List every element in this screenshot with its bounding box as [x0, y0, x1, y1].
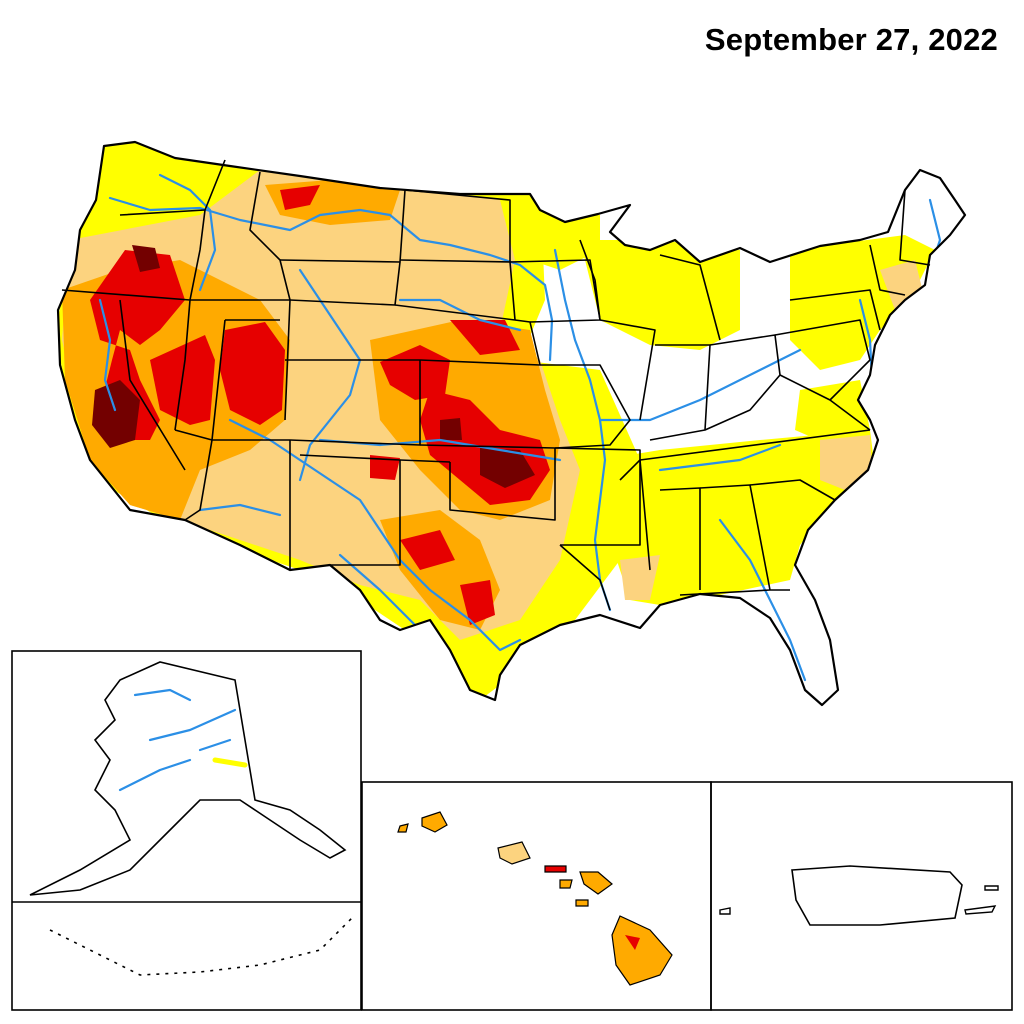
alaska-inset — [11, 650, 362, 1011]
alaska-frame — [11, 650, 362, 1011]
hawaii-inset — [361, 781, 712, 1011]
puerto-rico-inset — [710, 781, 1013, 1011]
conus-rivers — [98, 173, 942, 682]
d4-areas — [92, 245, 535, 488]
conus-borders — [56, 140, 967, 707]
map-date-title: September 27, 2022 — [704, 22, 998, 57]
puerto-rico-shape — [791, 865, 963, 926]
alaska-shape — [29, 661, 347, 896]
puerto-rico-frame — [710, 781, 1013, 1011]
